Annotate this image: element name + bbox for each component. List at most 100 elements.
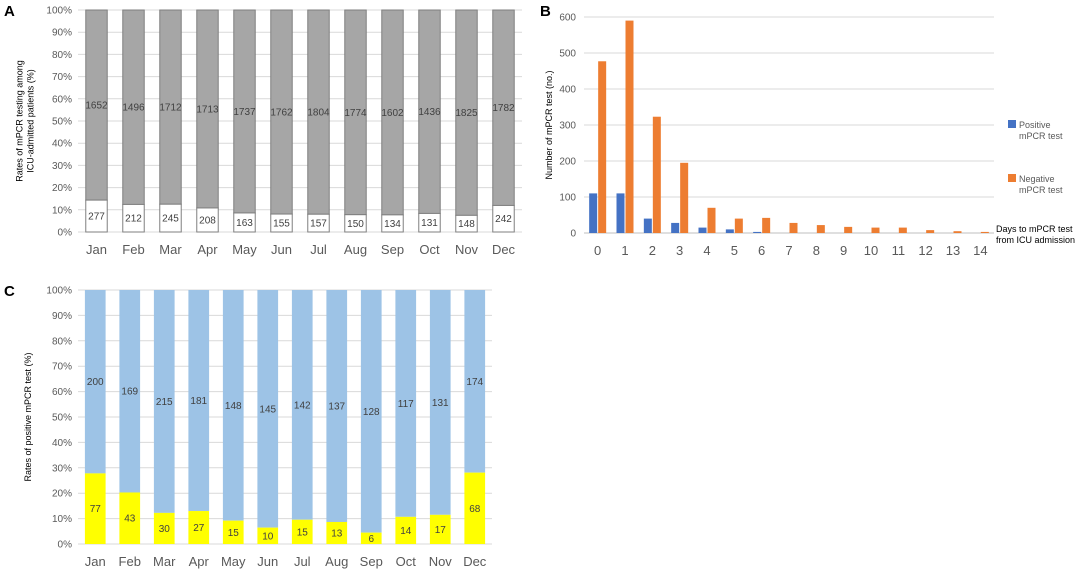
a-ytick: 50% <box>52 117 72 128</box>
b-bar-negative <box>625 20 634 233</box>
b-bar-negative <box>980 231 989 233</box>
b-legend-negative-line1: Negative <box>1019 174 1055 184</box>
a-label-bottom: 134 <box>384 219 401 230</box>
c-ytick: 40% <box>52 438 72 449</box>
a-bar-bottom <box>344 214 367 233</box>
c-ytick: 90% <box>52 311 72 322</box>
c-bar-bottom <box>429 514 451 544</box>
c-label-bottom: 68 <box>469 504 481 515</box>
c-label-top: 117 <box>398 399 414 410</box>
b-bar-positive <box>753 231 762 233</box>
b-bar-negative <box>598 61 607 233</box>
b-ytick: 400 <box>559 85 576 96</box>
c-label-bottom: 30 <box>159 524 171 535</box>
c-label-bottom: 43 <box>124 514 136 525</box>
a-xtick: Dec <box>492 242 516 257</box>
a-ytick: 80% <box>52 50 72 61</box>
c-ytick: 20% <box>52 489 72 500</box>
c-label-top: 215 <box>156 397 173 408</box>
c-ytick: 60% <box>52 387 72 398</box>
a-ytick: 30% <box>52 161 72 172</box>
a-xtick: Sep <box>381 242 404 257</box>
c-bar-bottom <box>395 516 417 544</box>
c-bar-top <box>326 290 348 522</box>
b-xtick: 4 <box>703 243 710 258</box>
c-bar-top <box>188 290 210 512</box>
b-bar-negative <box>734 218 743 233</box>
b-bar-negative <box>816 225 825 233</box>
c-label-bottom: 15 <box>228 528 240 539</box>
panel-label-c: C <box>4 283 15 300</box>
a-ytick: 90% <box>52 28 72 39</box>
a-ytick: 100% <box>46 6 72 17</box>
c-bar-bottom <box>464 472 486 544</box>
b-bar-positive <box>616 193 625 233</box>
c-ytick: 50% <box>52 413 72 424</box>
b-xtick: 3 <box>676 243 683 258</box>
b-bar-negative <box>898 227 907 233</box>
a-label-bottom: 131 <box>421 218 438 229</box>
c-label-top: 174 <box>466 377 483 388</box>
c-label-top: 148 <box>225 401 242 412</box>
a-ytick: 10% <box>52 205 72 216</box>
a-ytick: 60% <box>52 94 72 105</box>
c-label-top: 200 <box>87 377 104 388</box>
c-bar-top <box>153 290 175 513</box>
b-xtick: 6 <box>758 243 765 258</box>
a-xtick: Feb <box>122 242 144 257</box>
c-y-axis-title-line: Rates of positive mPCR test (%) <box>23 352 33 481</box>
a-bar-bottom <box>270 213 293 233</box>
c-bar-bottom <box>188 511 210 544</box>
b-bar-negative <box>844 226 853 233</box>
c-label-bottom: 17 <box>435 525 447 536</box>
c-bar-bottom <box>360 532 382 544</box>
c-xtick: Nov <box>429 554 453 569</box>
c-ytick: 30% <box>52 463 72 474</box>
chart-a: 0% 10% 20% 30% 40% 50% 60% 70% 80% 90% 100% 1652 277… <box>15 6 522 257</box>
c-bar-top <box>429 290 451 515</box>
a-y-axis-title-line: Rates of mPCR testing among <box>15 60 25 182</box>
c-label-top: 181 <box>190 396 207 407</box>
a-label-top: 1712 <box>159 103 182 114</box>
b-xtick: 10 <box>864 243 878 258</box>
b-y-axis-title: Number of mPCR test (no.) <box>544 70 554 179</box>
a-label-bottom: 242 <box>495 214 512 225</box>
b-xtick: 5 <box>731 243 738 258</box>
a-xtick: Apr <box>197 242 218 257</box>
a-label-bottom: 157 <box>310 219 327 230</box>
a-xtick: Jun <box>271 242 292 257</box>
a-xtick: Oct <box>419 242 440 257</box>
a-label-bottom: 208 <box>199 215 216 226</box>
a-label-top: 1825 <box>455 108 478 119</box>
b-bar-negative <box>680 162 689 233</box>
c-xtick: Jul <box>294 554 311 569</box>
c-label-top: 145 <box>259 404 276 415</box>
a-label-top: 1652 <box>85 101 108 112</box>
c-xtick: May <box>221 554 246 569</box>
c-bar-top <box>119 290 141 493</box>
b-x-axis-title-line: from ICU admission <box>996 235 1075 245</box>
a-label-top: 1496 <box>122 103 145 114</box>
a-xtick: Aug <box>344 242 367 257</box>
a-bar-bottom <box>307 213 330 233</box>
a-bar-bottom <box>159 203 182 233</box>
b-bar-negative <box>707 207 716 233</box>
c-bar-top <box>464 290 486 473</box>
c-label-bottom: 6 <box>368 534 374 545</box>
a-label-top: 1804 <box>307 108 330 119</box>
a-bar-bottom <box>196 207 219 233</box>
b-bar-positive <box>698 227 707 233</box>
c-xtick: Oct <box>396 554 417 569</box>
c-bar-bottom <box>291 519 313 544</box>
a-bar-bottom <box>381 214 404 233</box>
b-x-axis-title: Days to mPCR test from ICU admission <box>996 224 1075 245</box>
b-bar-negative <box>953 231 962 233</box>
b-ytick: 100 <box>559 193 576 204</box>
a-label-bottom: 148 <box>458 219 475 230</box>
b-xtick: 14 <box>973 243 987 258</box>
a-label-bottom: 163 <box>236 218 253 229</box>
a-y-axis-title: Rates of mPCR testing amongICU-admitted … <box>15 60 36 182</box>
a-bar-bottom <box>85 199 108 233</box>
c-bar-bottom <box>119 492 141 544</box>
